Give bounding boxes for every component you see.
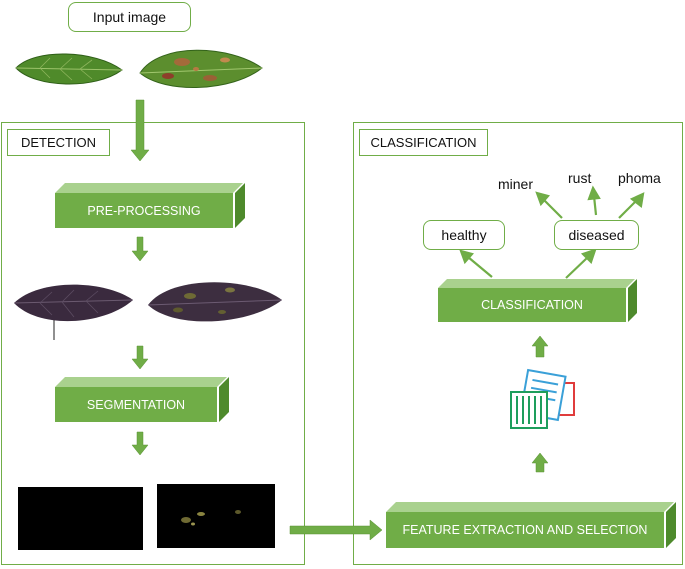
phoma-label: phoma — [618, 170, 661, 186]
classifier-box: CLASSIFICATION — [438, 279, 637, 322]
mask-diseased — [157, 484, 275, 548]
documents-icon — [510, 368, 575, 429]
classification-panel — [353, 122, 683, 565]
healthy-label: healthy — [423, 220, 505, 250]
mask-healthy — [18, 487, 143, 550]
arrow-feature-to-docs — [531, 452, 549, 473]
arrow-to-healthy — [467, 256, 493, 278]
miner-label: miner — [498, 176, 534, 192]
arrow-to-phoma — [618, 199, 638, 219]
diseased-label: diseased — [554, 220, 639, 250]
leaf-diseased-segmented — [147, 282, 283, 322]
arrow-segmentation-to-masks — [131, 431, 149, 456]
detection-title: DETECTION — [7, 129, 110, 156]
classification-title: CLASSIFICATION — [359, 129, 488, 156]
leaf-healthy-input — [15, 53, 123, 85]
leaf-diseased-input — [139, 49, 263, 88]
arrow-docs-to-classifier — [531, 335, 549, 358]
rust-label: rust — [568, 170, 592, 186]
feature-extraction-box: FEATURE EXTRACTION AND SELECTION — [386, 502, 676, 548]
arrow-to-miner — [542, 198, 563, 219]
segmentation-box: SEGMENTATION — [55, 377, 229, 422]
arrow-masks-to-feature — [289, 519, 383, 541]
arrow-preprocessing-to-leaves — [131, 236, 149, 262]
input-image-label: Input image — [68, 2, 191, 32]
arrow-to-diseased — [565, 256, 589, 279]
leaf-healthy-segmented — [13, 284, 134, 340]
arrow-input-to-preprocessing — [130, 99, 150, 162]
arrow-leaves-to-segmentation — [131, 345, 149, 370]
preprocessing-box: PRE-PROCESSING — [55, 183, 245, 228]
